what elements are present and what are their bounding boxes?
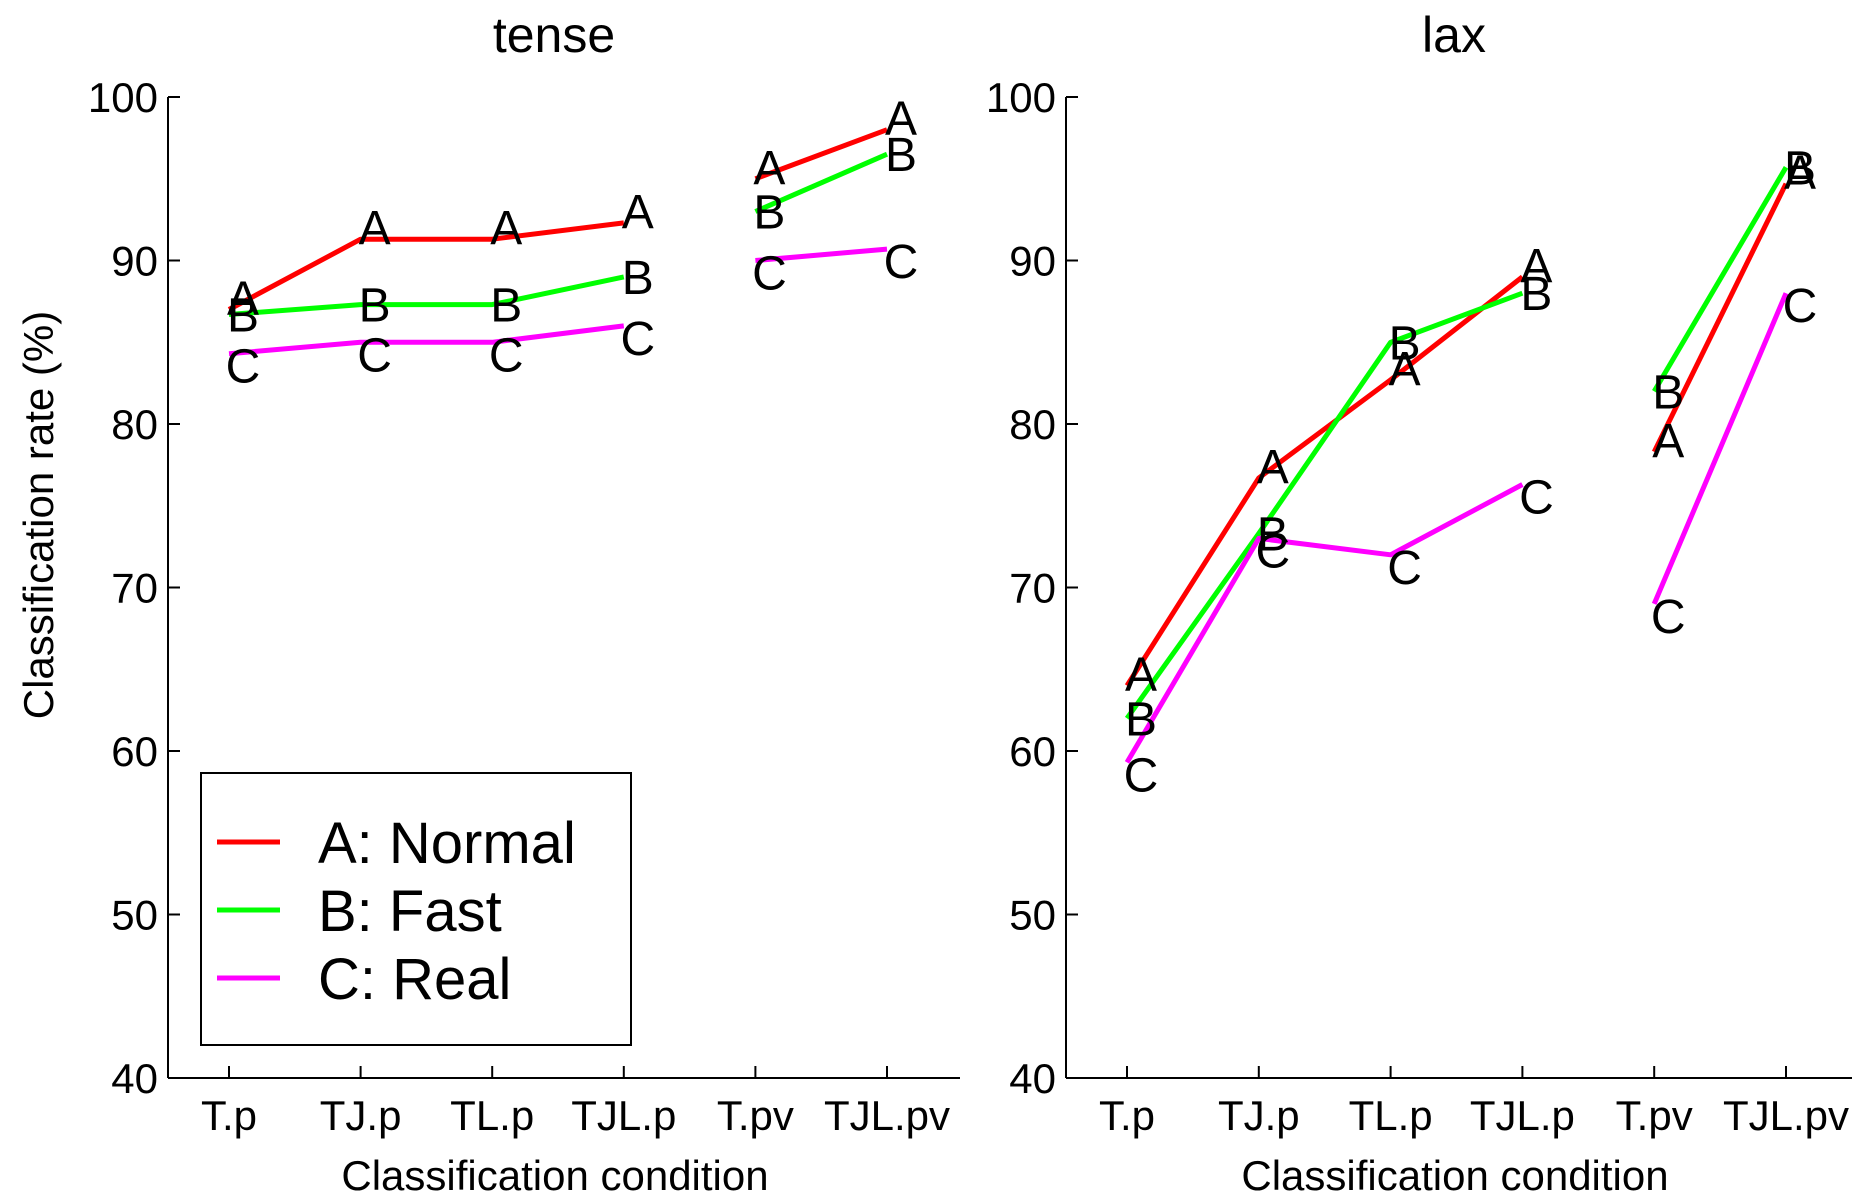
- legend-label-real: C: Real: [318, 947, 511, 1012]
- legend: A: Normal B: Fast C: Real: [200, 772, 632, 1046]
- series-lines: [227, 127, 888, 357]
- y-tick-label: 40: [111, 1055, 158, 1102]
- point-marker-a: A: [359, 202, 391, 255]
- legend-label-normal: A: Normal: [318, 811, 576, 876]
- series-lines: [1124, 166, 1789, 764]
- y-tick-label: 70: [111, 565, 158, 612]
- x-tick-labels: T.p TJ.p TL.p TJL.p T.pv TJL.pv: [201, 1092, 950, 1139]
- y-axis-label: Classification rate (%): [15, 311, 62, 719]
- point-marker-c: C: [884, 236, 919, 289]
- point-marker-b: B: [622, 252, 654, 305]
- series-line-c: [755, 246, 888, 263]
- series-line-c: [228, 323, 625, 357]
- point-marker-b: B: [1125, 693, 1157, 746]
- point-marker-c: C: [357, 329, 392, 382]
- axes: [1065, 96, 1852, 1079]
- point-marker-a: A: [1652, 415, 1684, 468]
- x-tick-label: TJ.p: [1218, 1092, 1300, 1139]
- point-marker-c: C: [1255, 525, 1290, 578]
- series-line-c: [1124, 482, 1524, 764]
- series-line-b: [228, 274, 625, 317]
- point-marker-b: B: [753, 186, 785, 239]
- point-marker-c: C: [752, 248, 787, 301]
- point-marker-a: A: [753, 142, 785, 195]
- x-tick-label: T.p: [201, 1092, 257, 1139]
- x-tick-label: TL.p: [450, 1092, 534, 1139]
- series-line-c: [1651, 292, 1789, 605]
- y-tick-labels: 40 50 60 70 80 90 100: [986, 74, 1056, 1102]
- point-marker-b: B: [1652, 366, 1684, 419]
- point-marker-b: B: [1389, 317, 1421, 370]
- x-tick-label: T.pv: [1616, 1092, 1693, 1139]
- point-marker-b: B: [1784, 142, 1816, 195]
- y-tick-label: 70: [1009, 565, 1056, 612]
- point-marker-a: A: [1784, 147, 1816, 200]
- y-tick-label: 50: [111, 892, 158, 939]
- point-marker-c: C: [1387, 542, 1422, 595]
- y-tick-label: 50: [1009, 892, 1056, 939]
- axes: [167, 96, 960, 1079]
- y-tick-label: 100: [88, 74, 158, 121]
- chart-title: lax: [1422, 7, 1486, 63]
- point-marker-a: A: [1520, 240, 1552, 293]
- y-tick-label: 90: [111, 238, 158, 285]
- point-marker-b: B: [1257, 509, 1289, 562]
- legend-label-fast: B: Fast: [318, 879, 502, 944]
- point-marker-b: B: [227, 289, 259, 342]
- point-marker-a: A: [490, 202, 522, 255]
- y-tick-label: 80: [111, 401, 158, 448]
- x-tick-labels: T.p TJ.p TL.p TJL.p T.pv TJL.pv: [1099, 1092, 1849, 1139]
- panel-lax: lax 40 50 60 70 80 90 100 T.p TJ.p TL.p TJL.p T.pv…: [986, 7, 1852, 1197]
- x-tick-label: T.p: [1099, 1092, 1155, 1139]
- x-tick-label: T.pv: [717, 1092, 794, 1139]
- point-marker-c: C: [489, 329, 524, 382]
- y-tick-label: 80: [1009, 401, 1056, 448]
- chart-title: tense: [493, 7, 615, 63]
- point-marker-c: C: [1651, 591, 1686, 644]
- x-tick-label: TJL.p: [1470, 1092, 1575, 1139]
- y-tick-label: 60: [1009, 728, 1056, 775]
- point-marker-c: C: [1519, 471, 1554, 524]
- y-tick-label: 90: [1009, 238, 1056, 285]
- point-marker-a: A: [1257, 441, 1289, 494]
- series-line-a: [1651, 182, 1789, 453]
- point-marker-b: B: [359, 280, 391, 333]
- point-marker-b: B: [885, 129, 917, 182]
- point-marker-a: A: [1389, 343, 1421, 396]
- x-axis-label: Classification condition: [1241, 1152, 1668, 1197]
- point-marker-b: B: [1520, 268, 1552, 321]
- x-tick-label: TL.p: [1349, 1092, 1433, 1139]
- y-tick-label: 100: [986, 74, 1056, 121]
- point-marker-b: B: [490, 280, 522, 333]
- point-marker-c: C: [620, 313, 655, 366]
- point-marker-a: A: [885, 93, 917, 146]
- point-marker-a: A: [227, 273, 259, 326]
- y-tick-label: 40: [1009, 1055, 1056, 1102]
- point-marker-c: C: [1124, 749, 1159, 802]
- series-line-b: [754, 151, 888, 214]
- x-tick-label: TJ.p: [320, 1092, 402, 1139]
- point-marker-c: C: [226, 341, 261, 394]
- point-marker-c: C: [1783, 280, 1818, 333]
- series-line-a: [227, 220, 625, 312]
- y-tick-label: 60: [111, 728, 158, 775]
- series-line-b: [1124, 290, 1524, 720]
- x-tick-label: TJL.pv: [824, 1092, 950, 1139]
- y-tick-labels: 40 50 60 70 80 90 100: [88, 74, 158, 1102]
- series-line-a: [1124, 274, 1524, 687]
- point-marker-a: A: [622, 186, 654, 239]
- x-tick-label: TJL.pv: [1723, 1092, 1849, 1139]
- series-line-b: [1652, 166, 1789, 393]
- x-tick-label: TJL.p: [571, 1092, 676, 1139]
- series-line-a: [754, 127, 888, 182]
- x-axis-label: Classification condition: [341, 1152, 768, 1197]
- point-marker-a: A: [1125, 649, 1157, 702]
